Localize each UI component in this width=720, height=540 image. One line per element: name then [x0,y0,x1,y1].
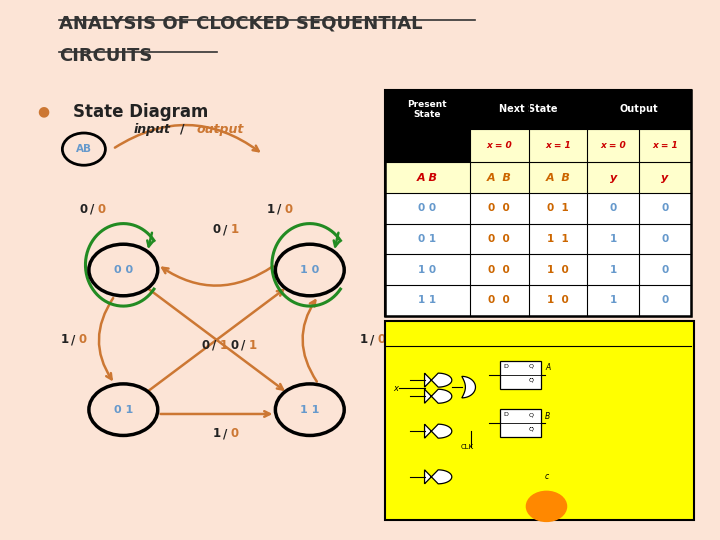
Text: 1 0: 1 0 [300,265,320,275]
Bar [385,162,690,193]
Bar [500,409,541,437]
Text: 1: 1 [610,234,617,244]
Text: A  B: A B [546,173,570,183]
Text: 0: 0 [98,203,106,216]
Text: 0 0: 0 0 [418,204,436,213]
Text: 0: 0 [661,295,668,305]
Bar [385,285,690,316]
Text: /: / [90,203,94,216]
Text: Q̅: Q̅ [528,378,534,383]
Text: 0  0: 0 0 [488,295,510,305]
Text: ANALYSIS OF CLOCKED SEQUENTIAL: ANALYSIS OF CLOCKED SEQUENTIAL [59,15,422,33]
Text: AB: AB [76,144,92,154]
Text: ●: ● [37,105,50,118]
Text: State Diagram: State Diagram [73,103,209,120]
Bar [385,193,690,224]
Text: B: B [545,411,550,421]
Text: CLK: CLK [460,444,474,450]
Text: A: A [545,363,550,372]
Bar [385,254,690,285]
Text: 0: 0 [661,265,668,275]
Text: /: / [241,339,246,352]
Text: 0: 0 [661,234,668,244]
Text: x: x [394,384,399,393]
Text: 0  1: 0 1 [547,204,569,213]
Text: 1 0: 1 0 [418,265,436,275]
Text: Next State: Next State [499,104,558,114]
Bar [385,321,693,520]
Text: 1  0: 1 0 [547,265,569,275]
Text: 0: 0 [230,427,238,440]
Polygon shape [425,424,451,438]
Text: 0: 0 [80,203,88,216]
Text: A B: A B [417,173,438,183]
Text: Q: Q [528,364,534,369]
Text: 1  1: 1 1 [547,234,569,244]
Text: D: D [503,412,508,417]
Bar [385,90,690,316]
Text: 0 1: 0 1 [114,404,133,415]
Text: 0  0: 0 0 [488,234,510,244]
Text: /: / [212,339,217,352]
Text: /: / [276,203,281,216]
Text: 0  0: 0 0 [488,265,510,275]
Text: 0: 0 [284,203,292,216]
Text: 0: 0 [78,333,86,346]
Text: A  B: A B [487,173,512,183]
Text: 1: 1 [248,339,256,352]
Text: 0 1: 0 1 [418,234,436,244]
Text: 1: 1 [610,295,617,305]
Text: 0: 0 [212,223,220,236]
Text: x = 1: x = 1 [545,141,571,150]
Polygon shape [425,470,451,484]
Text: Q: Q [528,412,534,417]
Circle shape [526,491,567,522]
Text: c: c [545,472,549,481]
Text: 1: 1 [610,265,617,275]
Bar [385,129,469,162]
Text: input: input [133,123,171,136]
Text: 1: 1 [359,333,368,346]
Text: x = 1: x = 1 [652,141,678,150]
Text: 1 1: 1 1 [300,404,320,415]
Text: y: y [661,173,668,183]
Text: output: output [197,123,244,136]
Text: x = 0: x = 0 [600,141,626,150]
Text: 0: 0 [661,204,668,213]
Text: /: / [71,333,75,346]
Text: 1 1: 1 1 [418,295,436,305]
Bar [385,224,690,254]
Text: /: / [370,333,374,346]
Text: /: / [223,223,228,236]
Text: Q̅: Q̅ [528,426,534,431]
Text: Output: Output [620,104,658,114]
Text: 1  0: 1 0 [547,295,569,305]
Bar [385,90,690,129]
Bar [500,361,541,389]
Text: 1: 1 [212,427,220,440]
Text: 0  0: 0 0 [488,204,510,213]
Text: 1: 1 [266,203,274,216]
Text: 0: 0 [202,339,210,352]
Bar [385,90,690,316]
Text: x = 0: x = 0 [486,141,512,150]
Text: 0: 0 [230,339,238,352]
Polygon shape [425,373,451,387]
Text: 0: 0 [610,204,617,213]
Text: /: / [223,427,228,440]
Text: y: y [610,173,617,183]
Text: CIRCUITS: CIRCUITS [59,47,152,65]
Text: 0 0: 0 0 [114,265,133,275]
Text: 1: 1 [220,339,228,352]
Bar [469,129,690,162]
Text: 0: 0 [377,333,386,346]
Text: 1: 1 [230,223,238,236]
Text: 1: 1 [60,333,68,346]
Text: /: / [180,123,184,136]
Text: D: D [503,364,508,369]
Polygon shape [462,376,475,398]
Polygon shape [425,389,451,403]
Text: Present
State: Present State [408,100,447,119]
